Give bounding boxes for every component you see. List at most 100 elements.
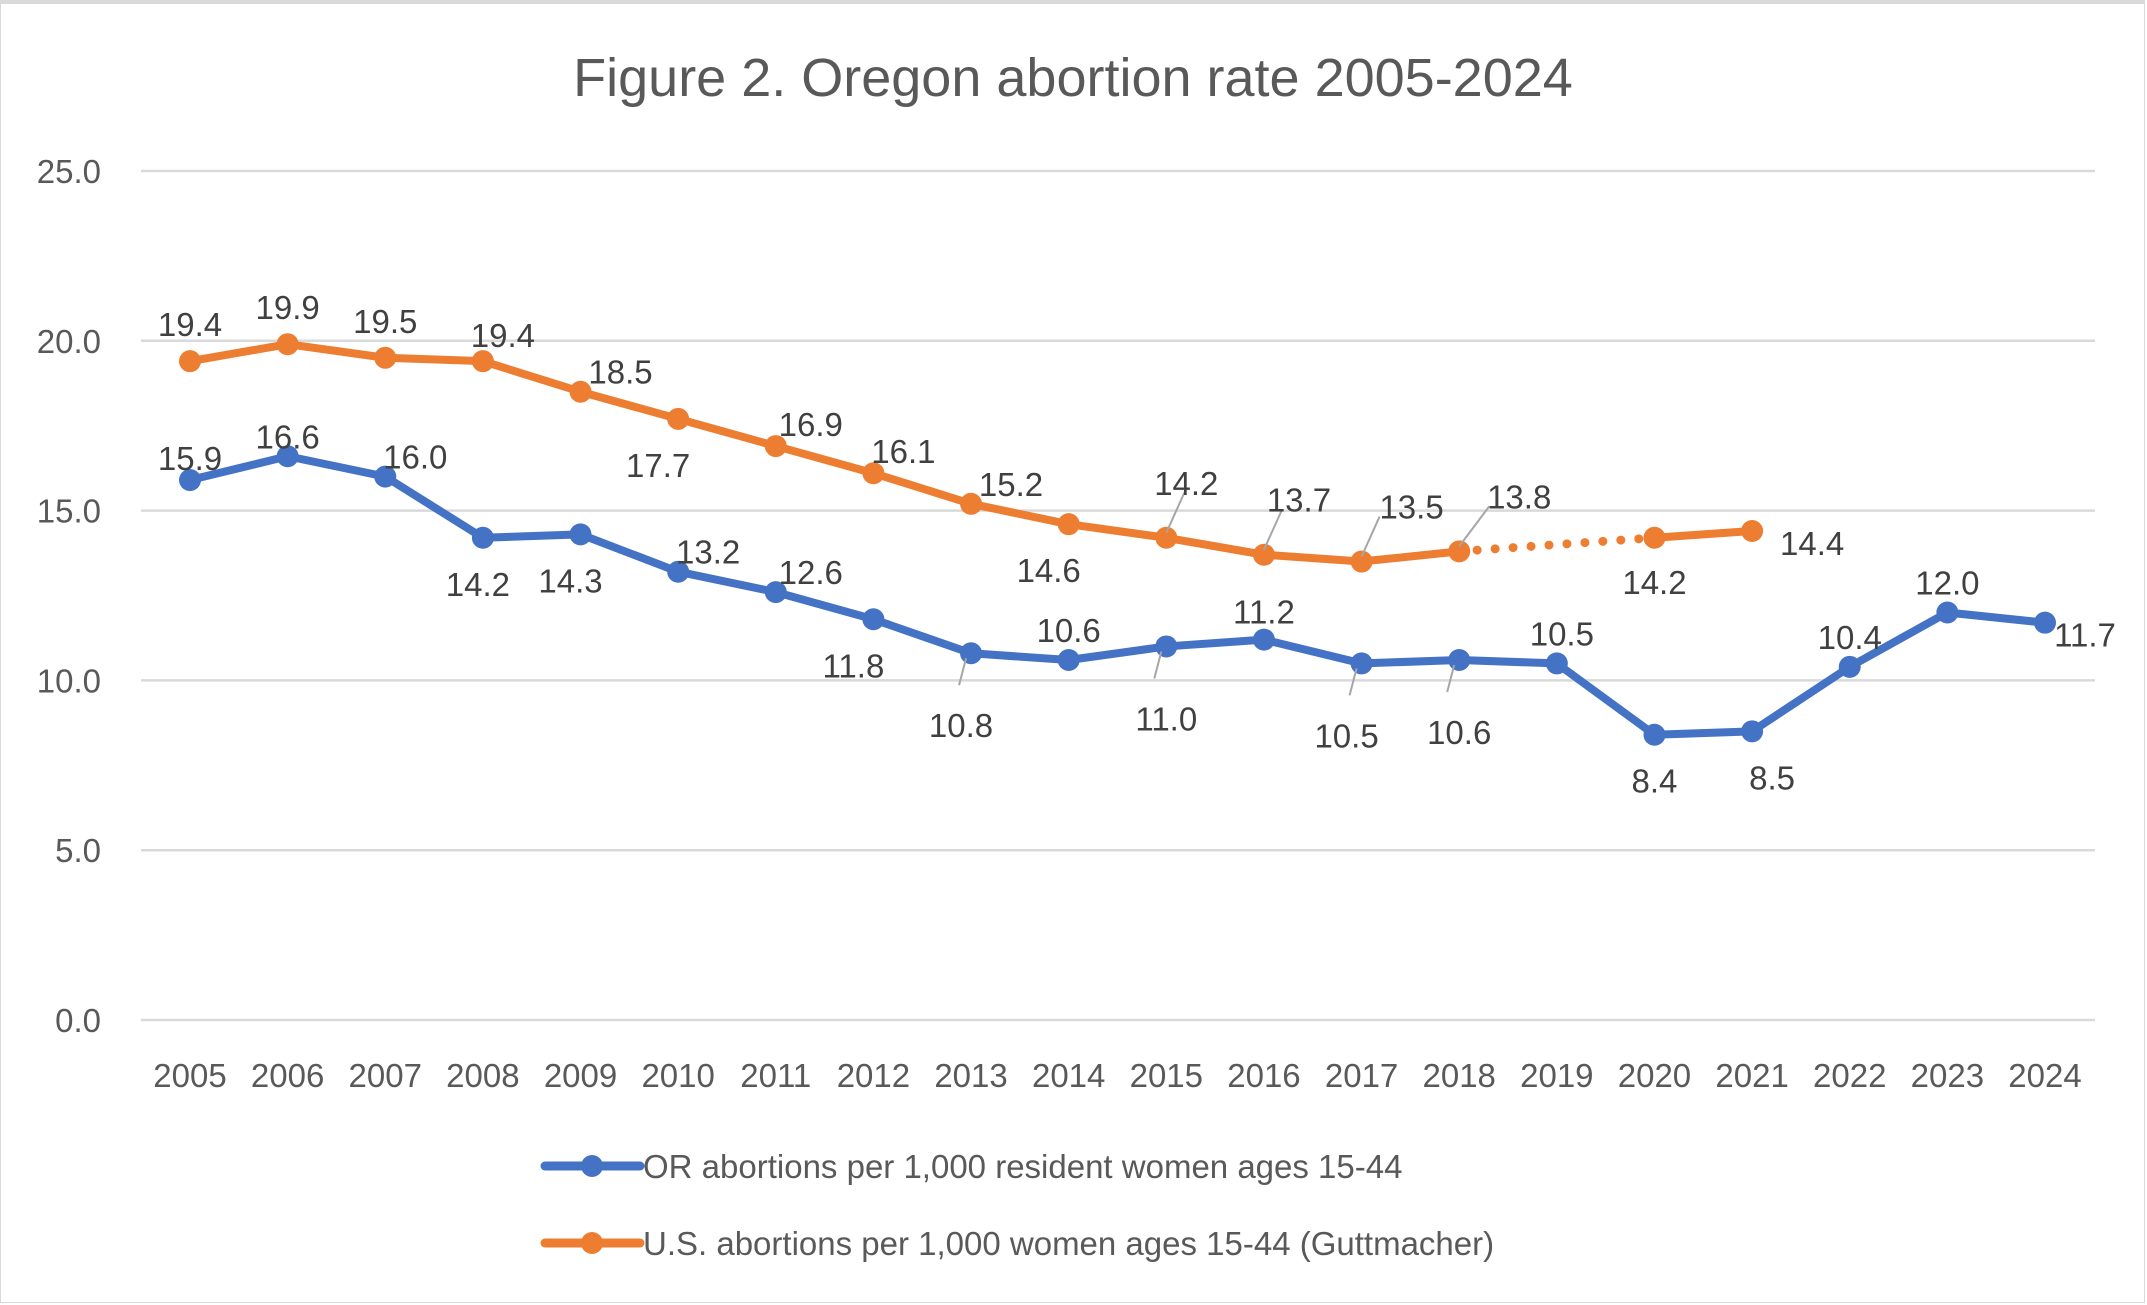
leader-line [1458, 505, 1491, 547]
series-segment [576, 530, 683, 576]
series-segment [869, 469, 976, 508]
data-label: 8.5 [1749, 759, 1795, 796]
data-label: 16.0 [383, 439, 447, 476]
series-segment [1357, 547, 1464, 566]
legend-item-us[interactable]: U.S. abortions per 1,000 women ages 15-4… [540, 1225, 1494, 1262]
data-point [1448, 540, 1471, 563]
data-label: 14.2 [446, 566, 510, 603]
leader-line [1446, 664, 1456, 693]
series-segment [1455, 656, 1561, 668]
series-segment [771, 442, 878, 478]
series-segment [478, 530, 585, 542]
legend-marker-or [581, 1155, 603, 1177]
x-tick-label: 2023 [1911, 1057, 1984, 1094]
series-segment [1943, 608, 2049, 627]
data-point [1057, 513, 1080, 536]
series-segment [1748, 662, 1854, 736]
series-segment [1259, 550, 1366, 566]
y-tick-label: 5.0 [55, 832, 101, 869]
x-tick-label: 2024 [2008, 1057, 2081, 1094]
data-label: 19.4 [471, 317, 535, 354]
series-segment [674, 414, 780, 451]
data-point [667, 407, 690, 430]
data-label: 10.6 [1427, 714, 1491, 751]
series-segment [1552, 659, 1659, 739]
series-segment [1650, 526, 1757, 542]
data-point [276, 445, 299, 468]
y-tick-label: 25.0 [37, 153, 101, 190]
x-tick-label: 2021 [1715, 1057, 1788, 1094]
y-axis-ticks: 0.0 5.0 10.0 15.0 20.0 25.0 [37, 153, 101, 1039]
chart-title: Figure 2. Oregon abortion rate 2005-2024 [573, 48, 1573, 108]
legend-marker-us [581, 1232, 603, 1254]
data-point [764, 581, 787, 604]
data-point [764, 435, 787, 458]
data-label: 13.8 [1487, 478, 1551, 515]
series-segment [186, 452, 292, 485]
series-segment [1650, 727, 1757, 739]
data-label: 14.4 [1780, 525, 1844, 562]
x-tick-label: 2016 [1227, 1057, 1300, 1094]
data-label: 15.9 [158, 440, 222, 477]
data-point [374, 346, 397, 369]
data-point [667, 560, 690, 583]
data-point [862, 462, 885, 485]
series-segment [576, 387, 683, 423]
data-point [179, 469, 201, 492]
data-labels: 15.9 16.6 16.0 14.2 14.3 13.2 12.6 11.8 10.8 10.6… [158, 289, 2116, 800]
data-point [1838, 655, 1861, 678]
series-segment [186, 340, 292, 366]
data-label: 11.0 [1135, 700, 1197, 737]
data-label: 11.7 [2054, 617, 2116, 654]
series-segment [1357, 656, 1464, 668]
legend-item-or[interactable]: OR abortions per 1,000 resident women ag… [540, 1148, 1402, 1185]
x-tick-label: 2014 [1032, 1057, 1105, 1094]
data-label: 14.2 [1622, 564, 1686, 601]
series-group [179, 333, 2056, 746]
x-tick-label: 2006 [251, 1057, 324, 1094]
data-label: 14.2 [1154, 465, 1218, 502]
data-point [862, 608, 885, 631]
x-tick-label: 2019 [1520, 1057, 1593, 1094]
x-tick-label: 2017 [1325, 1057, 1398, 1094]
leader-line [1153, 651, 1163, 679]
y-tick-label: 0.0 [55, 1002, 101, 1039]
data-label: 10.8 [929, 707, 993, 744]
data-label: 19.4 [158, 306, 222, 343]
data-point [1643, 723, 1666, 746]
x-tick-label: 2013 [934, 1057, 1007, 1094]
data-point [374, 465, 397, 488]
y-tick-label: 15.0 [37, 493, 101, 530]
x-tick-label: 2020 [1618, 1057, 1691, 1094]
data-label: 10.6 [1037, 612, 1101, 649]
data-label: 16.1 [871, 433, 935, 470]
leader-line [1263, 509, 1283, 551]
data-point [1252, 543, 1275, 566]
series-segment [283, 340, 390, 362]
y-tick-label: 20.0 [37, 323, 101, 360]
data-label: 12.6 [779, 554, 843, 591]
data-point [1741, 720, 1764, 743]
data-point [471, 526, 494, 549]
series-segment [1064, 642, 1171, 665]
data-label: 12.0 [1915, 564, 1979, 601]
data-point [2034, 611, 2056, 634]
data-point [276, 333, 299, 356]
data-point [1741, 519, 1764, 542]
data-label: 10.5 [1530, 615, 1594, 652]
series-segment [967, 499, 1073, 529]
gridlines [141, 169, 2095, 1022]
data-point [1643, 526, 1666, 549]
data-label: 14.6 [1017, 552, 1081, 589]
data-point [960, 492, 983, 515]
data-label: 13.2 [676, 534, 740, 571]
data-label: 18.5 [588, 354, 652, 391]
x-tick-label: 2010 [641, 1057, 714, 1094]
data-point [179, 350, 201, 373]
x-tick-label: 2015 [1130, 1057, 1203, 1094]
x-tick-label: 2007 [349, 1057, 422, 1094]
x-tick-label: 2012 [837, 1057, 910, 1094]
leader-line [1348, 668, 1358, 696]
